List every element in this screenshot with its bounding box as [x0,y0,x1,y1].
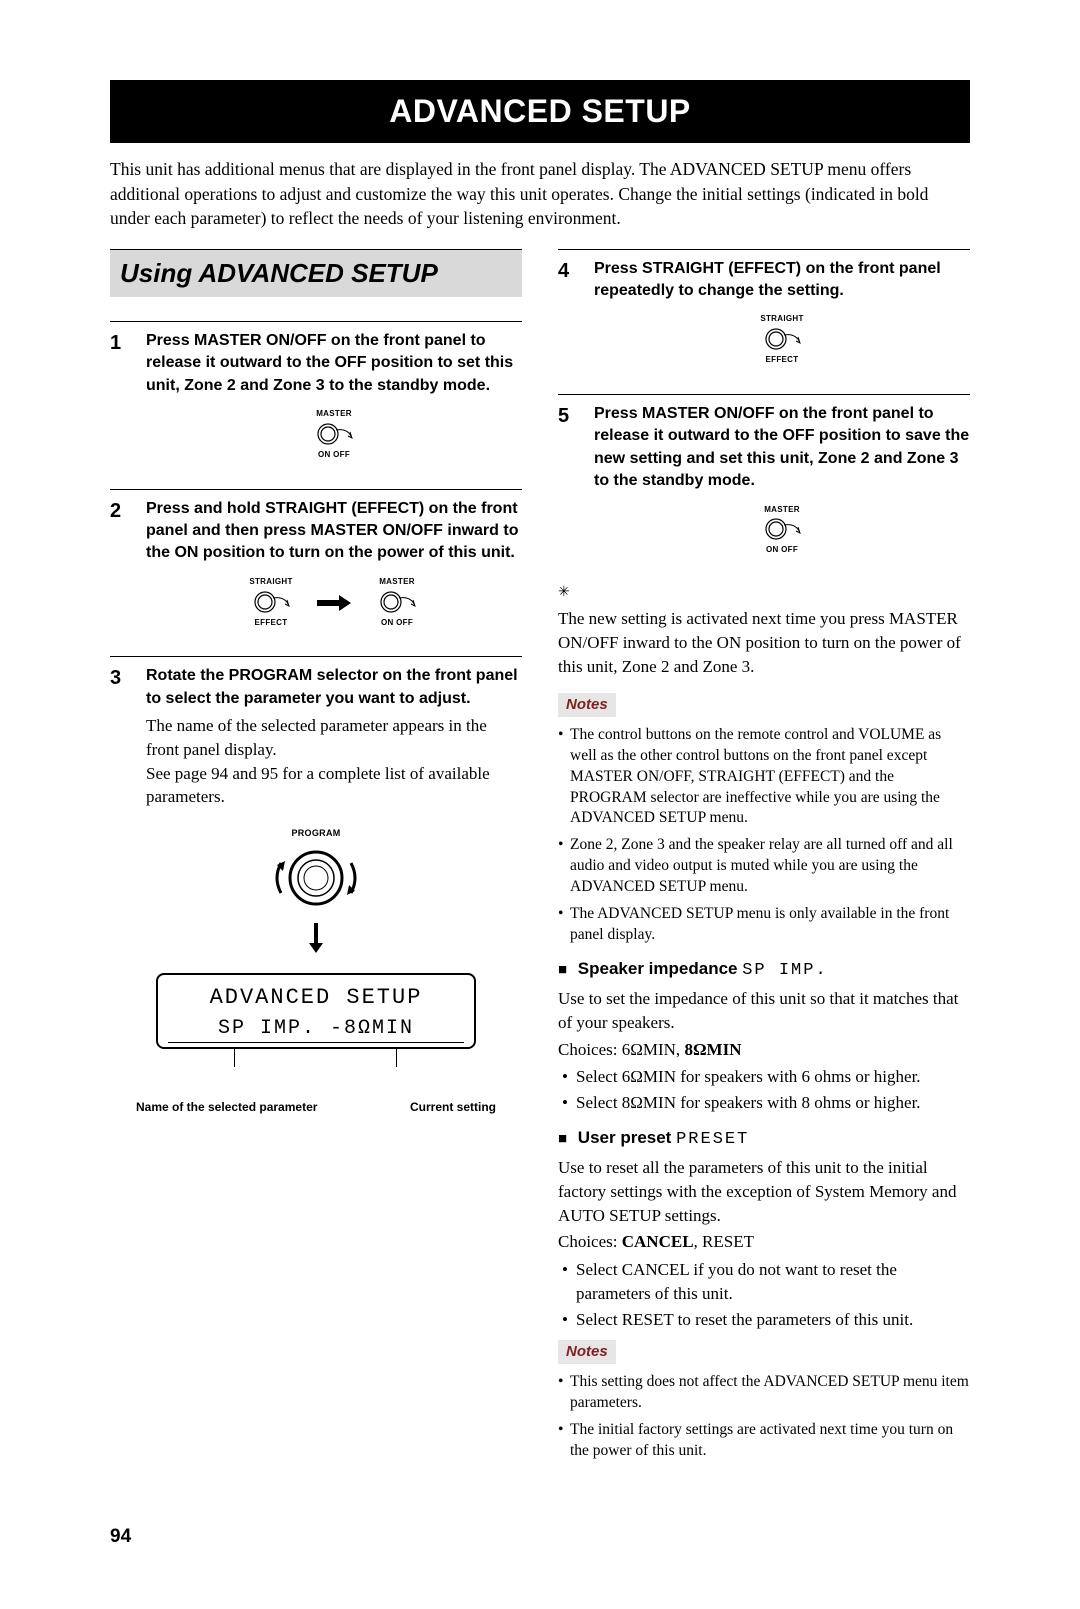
choices-prefix: Choices: 6ΩMIN, [558,1040,684,1059]
display-line-2: SP IMP. -8ΩMIN [168,1013,464,1043]
program-dial-diagram: PROGRAM [110,827,522,913]
step-text: See page 94 and 95 for a complete list o… [146,762,522,810]
step-title: Press STRAIGHT (EFFECT) on the front pan… [594,258,970,303]
note-item: This setting does not affect the ADVANCE… [558,1372,970,1414]
choices-default: 8ΩMIN [684,1040,741,1059]
option-item: Select 6ΩMIN for speakers with 6 ohms or… [558,1065,970,1089]
spimp-body: Use to set the impedance of this unit so… [558,987,970,1035]
knob-sublabel: ON OFF [375,618,419,629]
dial-label: PROGRAM [110,827,522,839]
choices-default: CANCEL [622,1232,694,1251]
tip-icon: ✳ [558,584,970,603]
knob-icon [375,588,419,618]
spimp-options: Select 6ΩMIN for speakers with 6 ohms or… [558,1065,970,1115]
knob-label: MASTER [146,409,522,420]
knob-sublabel: ON OFF [146,450,522,461]
program-dial-icon [271,843,361,913]
note-item: Zone 2, Zone 3 and the speaker relay are… [558,835,970,898]
knob-label: MASTER [375,577,419,588]
straight-knob: STRAIGHT EFFECT [249,577,293,629]
caption-left: Name of the selected parameter [136,1099,317,1115]
preset-options: Select CANCEL if you do not want to rese… [558,1258,970,1331]
step-number: 5 [558,403,580,564]
step-title: Rotate the PROGRAM selector on the front… [146,665,522,710]
step-title: Press MASTER ON/OFF on the front panel t… [594,403,970,493]
note-item: The initial factory settings are activat… [558,1420,970,1462]
choices-rest: , RESET [694,1232,754,1251]
knob-label: STRAIGHT [249,577,293,588]
knob-sublabel: EFFECT [594,355,970,366]
straight-knob-diagram: STRAIGHT EFFECT [594,314,970,366]
knob-icon [249,588,293,618]
master-knob-diagram: MASTER ON OFF [594,505,970,557]
heading-label: User preset [578,1128,672,1147]
preset-choices: Choices: CANCEL, RESET [558,1231,970,1254]
section-heading: Using ADVANCED SETUP [110,249,522,297]
display-callout-lines [156,1049,476,1073]
heading-code: SP IMP. [742,961,827,980]
step-1: 1 Press MASTER ON/OFF on the front panel… [110,321,522,469]
tip-text: The new setting is activated next time y… [558,607,970,678]
step-body: Press MASTER ON/OFF on the front panel t… [146,330,522,469]
option-item: Select 8ΩMIN for speakers with 8 ohms or… [558,1091,970,1115]
square-bullet-icon: ■ [558,961,567,978]
step-title: Press MASTER ON/OFF on the front panel t… [146,330,522,397]
spimp-choices: Choices: 6ΩMIN, 8ΩMIN [558,1039,970,1062]
arrow-right-icon [317,595,351,611]
option-item: Select CANCEL if you do not want to rese… [558,1258,970,1306]
step-body: Press MASTER ON/OFF on the front panel t… [594,403,970,564]
notes-badge: Notes [558,693,616,717]
note-item: The ADVANCED SETUP menu is only availabl… [558,904,970,946]
knob-label: MASTER [594,505,970,516]
step-number: 3 [110,665,132,809]
note-item: The control buttons on the remote contro… [558,725,970,830]
square-bullet-icon: ■ [558,1130,567,1147]
step-title: Press and hold STRAIGHT (EFFECT) on the … [146,498,522,565]
heading-code: PRESET [676,1130,749,1149]
left-column: Using ADVANCED SETUP 1 Press MASTER ON/O… [110,249,522,1468]
speaker-impedance-heading: ■ Speaker impedance SP IMP. [558,958,970,983]
knob-label: STRAIGHT [594,314,970,325]
step-body: Press and hold STRAIGHT (EFFECT) on the … [146,498,522,637]
knob-icon [760,325,804,355]
step-body: Rotate the PROGRAM selector on the front… [146,665,522,809]
two-column-layout: Using ADVANCED SETUP 1 Press MASTER ON/O… [110,249,970,1468]
heading-label: Speaker impedance [578,959,738,978]
preset-body: Use to reset all the parameters of this … [558,1156,970,1227]
right-column: 4 Press STRAIGHT (EFFECT) on the front p… [558,249,970,1468]
step-number: 1 [110,330,132,469]
notes-badge: Notes [558,1340,616,1364]
notes-list-2: This setting does not affect the ADVANCE… [558,1372,970,1462]
knob-sublabel: ON OFF [594,545,970,556]
user-preset-heading: ■ User preset PRESET [558,1127,970,1152]
step-body: Press STRAIGHT (EFFECT) on the front pan… [594,258,970,374]
page-title: ADVANCED SETUP [389,93,691,129]
display-captions: Name of the selected parameter Current s… [136,1099,496,1115]
knob-sublabel: EFFECT [249,618,293,629]
intro-paragraph: This unit has additional menus that are … [110,157,970,231]
option-item: Select RESET to reset the parameters of … [558,1308,970,1332]
master-knob: MASTER ON OFF [375,577,419,629]
step-2: 2 Press and hold STRAIGHT (EFFECT) on th… [110,489,522,637]
page-number: 94 [110,1524,970,1550]
page-title-bar: ADVANCED SETUP [110,80,970,143]
step-4: 4 Press STRAIGHT (EFFECT) on the front p… [558,249,970,374]
caption-right: Current setting [410,1099,496,1115]
step-text: The name of the selected parameter appea… [146,714,522,762]
knob-icon [312,420,356,450]
knob-icon [760,515,804,545]
step-5: 5 Press MASTER ON/OFF on the front panel… [558,394,970,564]
display-line-1: ADVANCED SETUP [168,983,464,1013]
step-number: 2 [110,498,132,637]
front-panel-display: ADVANCED SETUP SP IMP. -8ΩMIN [156,973,476,1049]
dual-knob-diagram: STRAIGHT EFFECT MASTER [146,577,522,629]
master-knob-diagram: MASTER ON OFF [146,409,522,461]
step-3: 3 Rotate the PROGRAM selector on the fro… [110,656,522,809]
arrow-down-icon [110,923,522,961]
step-number: 4 [558,258,580,374]
notes-list-1: The control buttons on the remote contro… [558,725,970,946]
choices-prefix: Choices: [558,1232,622,1251]
